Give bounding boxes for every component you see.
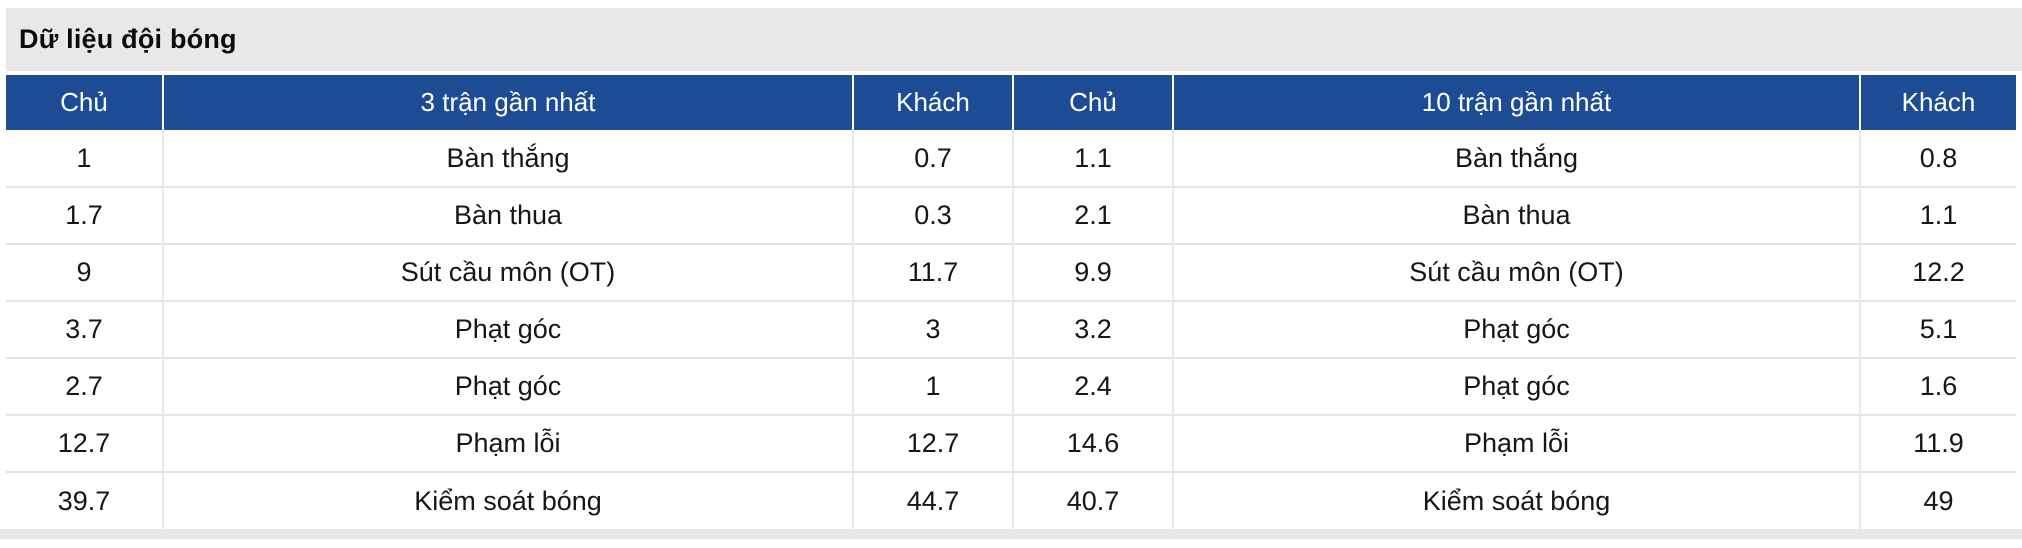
header-stat-last10: 10 trận gần nhất bbox=[1172, 75, 1860, 130]
stat-label-cell: Bàn thua bbox=[1172, 186, 1860, 244]
stat-label-cell: Phạm lỗi bbox=[1172, 414, 1860, 472]
stat-label-cell: Sút cầu môn (OT) bbox=[1172, 243, 1860, 301]
away-value-cell: 49 bbox=[1859, 471, 2016, 529]
stat-label-cell: Phạt góc bbox=[1172, 357, 1860, 415]
home-value-cell: 2.1 bbox=[1012, 186, 1173, 244]
stat-label-cell: Bàn thua bbox=[162, 186, 853, 244]
header-home-last10: Chủ bbox=[1012, 75, 1173, 130]
table-row: 1.7 Bàn thua 0.3 2.1 Bàn thua 1.1 bbox=[6, 186, 2016, 244]
home-value-cell: 9 bbox=[6, 243, 163, 301]
table-row: 39.7 Kiểm soát bóng 44.7 40.7 Kiểm soát … bbox=[6, 471, 2016, 529]
home-value-cell: 3.7 bbox=[6, 300, 163, 358]
away-value-cell: 44.7 bbox=[852, 471, 1013, 529]
stat-label-cell: Sút cầu môn (OT) bbox=[162, 243, 853, 301]
away-value-cell: 0.3 bbox=[852, 186, 1013, 244]
away-value-cell: 12.7 bbox=[852, 414, 1013, 472]
table-row: 2.7 Phạt góc 1 2.4 Phạt góc 1.6 bbox=[6, 357, 2016, 415]
away-value-cell: 0.8 bbox=[1859, 130, 2016, 187]
home-value-cell: 1.7 bbox=[6, 186, 163, 244]
stat-label-cell: Bàn thắng bbox=[162, 130, 853, 187]
away-value-cell: 1 bbox=[852, 357, 1013, 415]
stat-label-cell: Phạt góc bbox=[162, 300, 853, 358]
header-away-last3: Khách bbox=[852, 75, 1013, 130]
home-value-cell: 1 bbox=[6, 130, 163, 187]
table-row: 3.7 Phạt góc 3 3.2 Phạt góc 5.1 bbox=[6, 300, 2016, 358]
home-value-cell: 1.1 bbox=[1012, 130, 1173, 187]
section-divider bbox=[0, 529, 2022, 539]
table-row: 1 Bàn thắng 0.7 1.1 Bàn thắng 0.8 bbox=[6, 130, 2016, 187]
section-header: Dữ liệu đội bóng bbox=[6, 8, 2022, 71]
home-value-cell: 39.7 bbox=[6, 471, 163, 529]
home-value-cell: 14.6 bbox=[1012, 414, 1173, 472]
header-stat-last3: 3 trận gần nhất bbox=[162, 75, 853, 130]
away-value-cell: 11.9 bbox=[1859, 414, 2016, 472]
table-row: 9 Sút cầu môn (OT) 11.7 9.9 Sút cầu môn … bbox=[6, 243, 2016, 301]
stat-label-cell: Phạm lỗi bbox=[162, 414, 853, 472]
table-row: 12.7 Phạm lỗi 12.7 14.6 Phạm lỗi 11.9 bbox=[6, 414, 2016, 472]
away-value-cell: 1.6 bbox=[1859, 357, 2016, 415]
team-stats-table: Chủ 3 trận gần nhất Khách Chủ 10 trận gầ… bbox=[6, 75, 2016, 529]
page-title: Dữ liệu đội bóng bbox=[19, 24, 237, 54]
header-home-last3: Chủ bbox=[6, 75, 163, 130]
stat-label-cell: Kiểm soát bóng bbox=[1172, 471, 1860, 529]
away-value-cell: 3 bbox=[852, 300, 1013, 358]
stat-label-cell: Kiểm soát bóng bbox=[162, 471, 853, 529]
header-away-last10: Khách bbox=[1859, 75, 2016, 130]
away-value-cell: 5.1 bbox=[1859, 300, 2016, 358]
home-value-cell: 9.9 bbox=[1012, 243, 1173, 301]
away-value-cell: 11.7 bbox=[852, 243, 1013, 301]
away-value-cell: 0.7 bbox=[852, 130, 1013, 187]
stat-label-cell: Bàn thắng bbox=[1172, 130, 1860, 187]
home-value-cell: 2.4 bbox=[1012, 357, 1173, 415]
home-value-cell: 40.7 bbox=[1012, 471, 1173, 529]
home-value-cell: 3.2 bbox=[1012, 300, 1173, 358]
stat-label-cell: Phạt góc bbox=[162, 357, 853, 415]
table-header-row: Chủ 3 trận gần nhất Khách Chủ 10 trận gầ… bbox=[6, 75, 2016, 130]
away-value-cell: 12.2 bbox=[1859, 243, 2016, 301]
stat-label-cell: Phạt góc bbox=[1172, 300, 1860, 358]
home-value-cell: 12.7 bbox=[6, 414, 163, 472]
away-value-cell: 1.1 bbox=[1859, 186, 2016, 244]
home-value-cell: 2.7 bbox=[6, 357, 163, 415]
